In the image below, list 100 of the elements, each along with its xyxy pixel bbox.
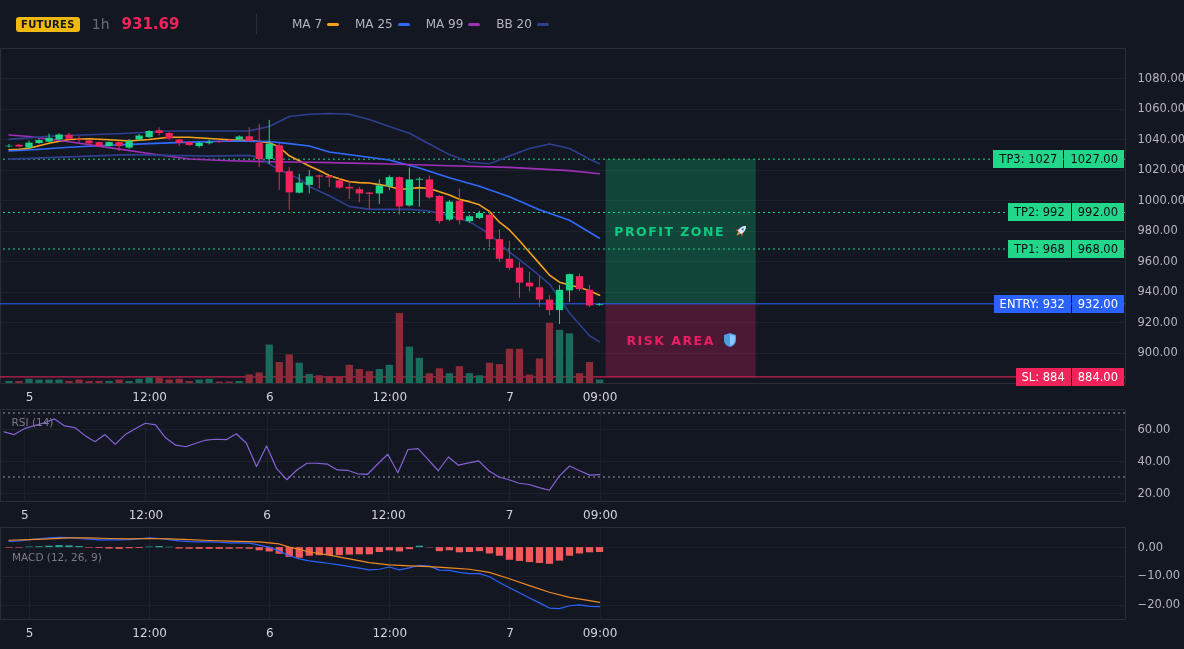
bar — [265, 344, 273, 383]
bar — [25, 378, 33, 383]
bar — [75, 379, 83, 383]
candlestick — [545, 294, 554, 316]
bar — [155, 377, 163, 383]
bar — [495, 364, 504, 383]
bar — [535, 358, 544, 383]
bar — [15, 380, 23, 383]
bar — [125, 380, 133, 383]
y-tick-label: 1060.00 — [1137, 101, 1184, 116]
candlestick — [505, 240, 514, 271]
candlestick — [75, 135, 83, 143]
x-tick-label: 6 — [265, 625, 274, 640]
annotation: 968.00 — [1071, 240, 1124, 258]
x-tick-label: 7 — [505, 507, 514, 522]
legend-label: MA 25 — [355, 17, 393, 31]
band-label: PROFIT ZONE — [614, 223, 725, 239]
y-tick-label: 1080.00 — [1137, 70, 1184, 85]
legend-label: MA 99 — [425, 17, 464, 31]
bar — [5, 380, 13, 383]
candlestick — [415, 176, 424, 208]
y-tick-label: 1000.00 — [1137, 192, 1184, 207]
y-tick-label: 1040.00 — [1137, 131, 1184, 146]
y-tick-label: 0.00 — [1137, 539, 1164, 554]
bar — [285, 354, 293, 383]
ref-line-label: SL: 884 — [1015, 367, 1071, 386]
band-label: RISK AREA — [626, 332, 715, 348]
candlestick — [155, 126, 163, 136]
bar — [415, 357, 424, 383]
candlestick — [495, 228, 504, 263]
ref-line-label: TP2: 992 — [1007, 203, 1071, 222]
bar — [145, 377, 153, 383]
bar — [515, 348, 524, 383]
candlestick — [555, 284, 564, 325]
annotation: 884.00 — [1071, 367, 1124, 386]
y-tick-label: 40.00 — [1137, 453, 1171, 468]
candlestick — [535, 275, 544, 308]
x-tick-label: 5 — [20, 507, 29, 522]
candlestick — [115, 141, 123, 152]
ref-line-label: TP3: 1027 — [993, 150, 1064, 169]
bar — [185, 380, 193, 383]
x-tick-label: 09:00 — [582, 625, 618, 640]
bar — [35, 379, 43, 383]
y-tick-label: 20.00 — [1137, 485, 1171, 500]
candlestick — [285, 166, 293, 211]
bar — [245, 374, 253, 383]
x-tick-label: 12:00 — [372, 625, 408, 640]
candlestick — [305, 169, 313, 194]
y-tick-label: 1020.00 — [1137, 162, 1184, 177]
text: FUTURES — [16, 16, 80, 32]
y-tick-label: 980.00 — [1137, 223, 1178, 238]
candlestick — [425, 174, 434, 200]
text: 931.69 — [121, 15, 180, 33]
bar — [345, 364, 353, 383]
candlestick — [455, 188, 464, 225]
bar — [355, 369, 363, 383]
x-tick-label: 12:00 — [372, 389, 408, 404]
bar — [335, 376, 343, 383]
annotation: 932.00 — [1071, 294, 1124, 313]
bar — [395, 313, 403, 383]
bar — [65, 380, 73, 383]
bar — [135, 378, 143, 383]
y-tick-label: 60.00 — [1137, 421, 1171, 436]
text: MACD (12, 26, 9) — [12, 550, 102, 563]
x-tick-label: 09:00 — [582, 389, 618, 404]
x-tick-label: 12:00 — [132, 625, 167, 640]
bar — [325, 376, 333, 383]
bar — [565, 333, 574, 383]
bar — [425, 373, 434, 383]
annotation: 992.00 — [1071, 203, 1124, 222]
x-tick-label: 7 — [506, 625, 514, 640]
x-tick-label: 6 — [265, 389, 274, 404]
bar — [365, 371, 373, 383]
y-tick-label: 900.00 — [1137, 345, 1178, 360]
bar — [465, 373, 474, 383]
ref-line-label: TP1: 968 — [1007, 240, 1071, 258]
bar — [385, 364, 393, 383]
x-tick-label: 09:00 — [583, 507, 618, 522]
y-tick-label: −20.00 — [1137, 597, 1181, 612]
bar — [175, 378, 183, 383]
x-tick-label: 6 — [263, 507, 271, 522]
bar — [455, 366, 464, 383]
candlestick — [585, 284, 594, 308]
legend-label: BB 20 — [496, 17, 532, 31]
bar — [275, 362, 283, 383]
bar — [45, 379, 53, 383]
candlestick — [255, 123, 263, 168]
bar — [435, 368, 444, 383]
x-tick-label: 12:00 — [132, 389, 167, 404]
annotation: 1027.00 — [1064, 150, 1124, 169]
line-series — [3, 418, 601, 491]
bar — [485, 362, 494, 383]
bar — [375, 369, 383, 383]
bar — [205, 378, 213, 383]
bar — [555, 329, 564, 383]
x-tick-label: 7 — [506, 389, 514, 404]
bar — [295, 362, 303, 383]
bar — [475, 375, 484, 383]
bar — [95, 380, 103, 383]
bar — [305, 373, 313, 383]
